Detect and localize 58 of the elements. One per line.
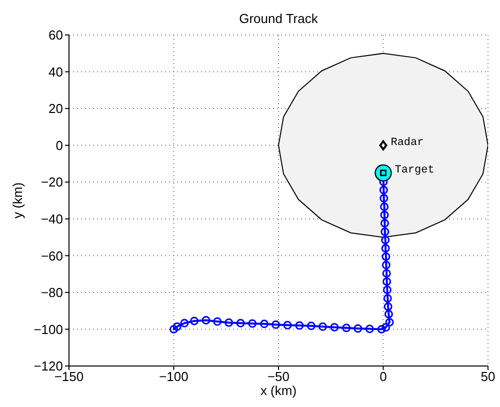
point xyxy=(318,322,327,331)
y-tick-label: −100 xyxy=(34,322,63,337)
point xyxy=(170,324,178,334)
point xyxy=(381,236,390,244)
chart-title: Ground Track xyxy=(238,11,319,26)
x-tick-label: 0 xyxy=(380,369,387,384)
point xyxy=(383,294,392,303)
point xyxy=(295,321,304,330)
point xyxy=(377,324,386,334)
point xyxy=(384,302,392,311)
point xyxy=(379,140,388,150)
point xyxy=(380,210,389,220)
y-tick-label: 40 xyxy=(48,64,63,80)
point xyxy=(380,202,389,211)
point xyxy=(236,318,245,328)
point xyxy=(380,194,388,203)
point xyxy=(354,324,362,333)
y-tick-label: −120 xyxy=(34,358,63,374)
point xyxy=(385,318,394,326)
x-tick-label: 50 xyxy=(480,369,496,384)
y-tick-label: −40 xyxy=(40,212,63,227)
point xyxy=(330,322,339,332)
point xyxy=(379,186,388,194)
point xyxy=(342,324,351,332)
series-label: Target xyxy=(394,164,434,176)
point xyxy=(224,318,234,327)
point xyxy=(180,318,189,328)
point xyxy=(382,277,392,286)
y-tick-label: 0 xyxy=(56,138,63,153)
point xyxy=(306,322,316,330)
x-tick-label: −50 xyxy=(267,369,290,384)
point xyxy=(172,322,182,331)
point xyxy=(382,260,390,270)
point xyxy=(365,324,374,334)
point xyxy=(260,320,269,328)
point xyxy=(380,219,389,228)
point xyxy=(382,252,390,261)
y-tick-label: 20 xyxy=(48,101,63,116)
y-tick-label: −20 xyxy=(40,174,63,190)
point xyxy=(380,228,390,236)
point xyxy=(202,316,210,324)
point xyxy=(213,317,222,326)
point xyxy=(190,316,199,326)
y-tick-label: −80 xyxy=(40,285,63,300)
x-tick-label: −100 xyxy=(159,369,188,384)
point xyxy=(381,244,390,253)
series-label: Radar xyxy=(390,136,424,149)
point xyxy=(384,310,393,318)
x-axis-title: x (km) xyxy=(260,383,297,398)
point xyxy=(382,323,390,332)
y-tick-label: 60 xyxy=(48,28,63,43)
point xyxy=(248,319,257,328)
y-axis-title: y (km) xyxy=(10,182,25,219)
point xyxy=(382,269,391,278)
point xyxy=(283,320,292,330)
y-tick-label: −60 xyxy=(40,248,63,264)
point xyxy=(382,286,392,294)
point xyxy=(272,320,280,329)
